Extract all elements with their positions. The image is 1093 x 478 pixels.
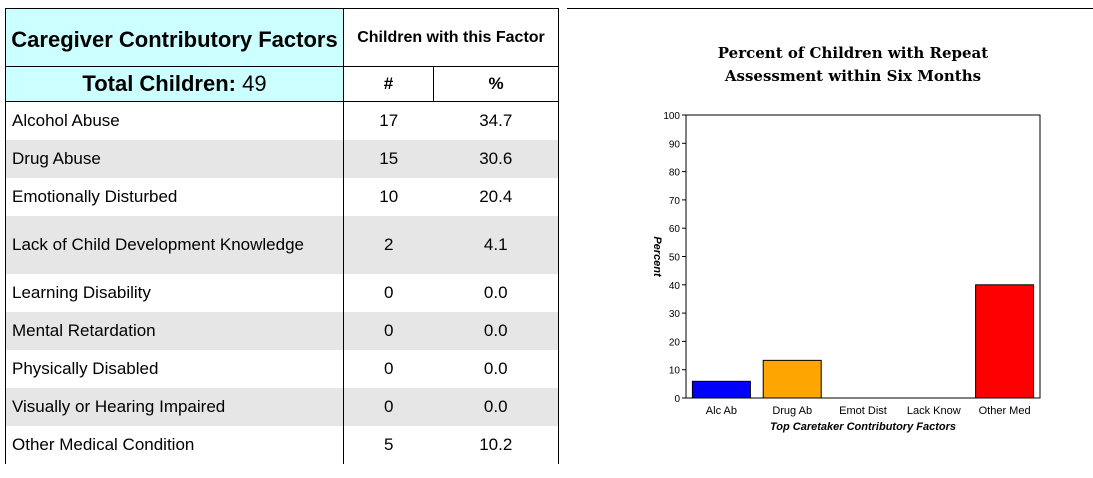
table-row: Learning Disability 0 0.0 [5,273,559,312]
table-title: Caregiver Contributory Factors [5,8,344,67]
bar [691,380,751,399]
y-tick-label: 100 [663,111,680,122]
factor-name: Other Medical Condition [5,425,344,464]
factor-name: Learning Disability [5,273,344,312]
chart-title-line: Percent of Children with Repeat [718,44,988,62]
factor-percent: 0.0 [433,387,559,426]
y-tick-label: 90 [669,139,681,150]
factor-count: 5 [343,425,434,464]
factor-count: 17 [343,101,434,140]
table-row: Drug Abuse 15 30.6 [5,139,559,178]
x-tick-label: Alc Ab [706,405,737,417]
y-tick-label: 60 [669,224,681,235]
x-axis: Alc Ab Drug Ab Emot Dist Lack Know Other Med [706,405,1031,417]
x-tick-label: Emot Dist [839,405,887,417]
factor-count: 15 [343,139,434,178]
repeat-assessment-chart: Percent of Children with Repeat Assessmen… [651,44,1041,433]
bars [691,284,1035,399]
total-children: Total Children: 49 [5,66,344,102]
factor-percent: 4.1 [433,215,559,274]
y-tick-label: 0 [674,394,680,405]
total-value: 49 [242,71,267,96]
factor-name: Mental Retardation [5,311,344,350]
bar [975,284,1035,399]
table-row: Alcohol Abuse 17 34.7 [5,101,559,140]
y-tick-label: 30 [669,309,681,320]
factor-count: 2 [343,215,434,274]
table-row: Lack of Child Development Knowledge 2 4.… [5,215,559,274]
factor-name: Alcohol Abuse [5,101,344,140]
y-tick-label: 50 [669,253,681,264]
x-axis-label: Top Caretaker Contributory Factors [770,421,956,433]
x-tick-label: Drug Ab [772,405,812,417]
y-axis: 0 10 20 30 40 50 60 70 80 90 100 [663,111,686,405]
factor-name: Visually or Hearing Impaired [5,387,344,426]
factors-table: Caregiver Contributory Factors Children … [5,8,559,464]
bar [762,359,822,399]
table-row: Other Medical Condition 5 10.2 [5,425,559,464]
children-header: Children with this Factor [343,8,559,67]
plot-border [685,114,1041,399]
chart-title: Percent of Children with Repeat Assessmen… [718,44,988,85]
factor-count: 0 [343,349,434,388]
chart-title-line: Assessment within Six Months [724,67,981,85]
factor-percent: 30.6 [433,139,559,178]
table-row: Physically Disabled 0 0.0 [5,349,559,388]
factor-name: Lack of Child Development Knowledge [5,215,344,274]
factor-percent: 0.0 [433,273,559,312]
y-axis-label: Percent [651,236,663,278]
x-tick-label: Other Med [979,405,1031,417]
factor-percent: 10.2 [433,425,559,464]
table-row: Mental Retardation 0 0.0 [5,311,559,350]
factor-percent: 0.0 [433,349,559,388]
factor-percent: 34.7 [433,101,559,140]
y-tick-label: 10 [669,366,681,377]
header-row-1: Caregiver Contributory Factors Children … [5,8,559,67]
col-count-header: # [343,66,434,102]
factor-count: 10 [343,177,434,216]
header-row-2: Total Children: 49 # % [5,66,559,102]
factor-name: Emotionally Disturbed [5,177,344,216]
factor-count: 0 [343,273,434,312]
total-label: Total Children: [82,71,236,96]
factor-percent: 20.4 [433,177,559,216]
factor-name: Physically Disabled [5,349,344,388]
x-tick-label: Lack Know [907,405,961,417]
factor-count: 0 [343,387,434,426]
factor-name: Drug Abuse [5,139,344,178]
plot-frame [685,114,1041,399]
y-tick-label: 40 [669,281,681,292]
axis-labels: Top Caretaker Contributory Factors Percen… [651,236,956,433]
y-tick-label: 80 [669,168,681,179]
factor-count: 0 [343,311,434,350]
col-percent-header: % [433,66,559,102]
factor-percent: 0.0 [433,311,559,350]
y-tick-label: 20 [669,337,681,348]
y-tick-label: 70 [669,196,681,207]
table-row: Emotionally Disturbed 10 20.4 [5,177,559,216]
table-row: Visually or Hearing Impaired 0 0.0 [5,387,559,426]
top-rule [567,8,1093,9]
